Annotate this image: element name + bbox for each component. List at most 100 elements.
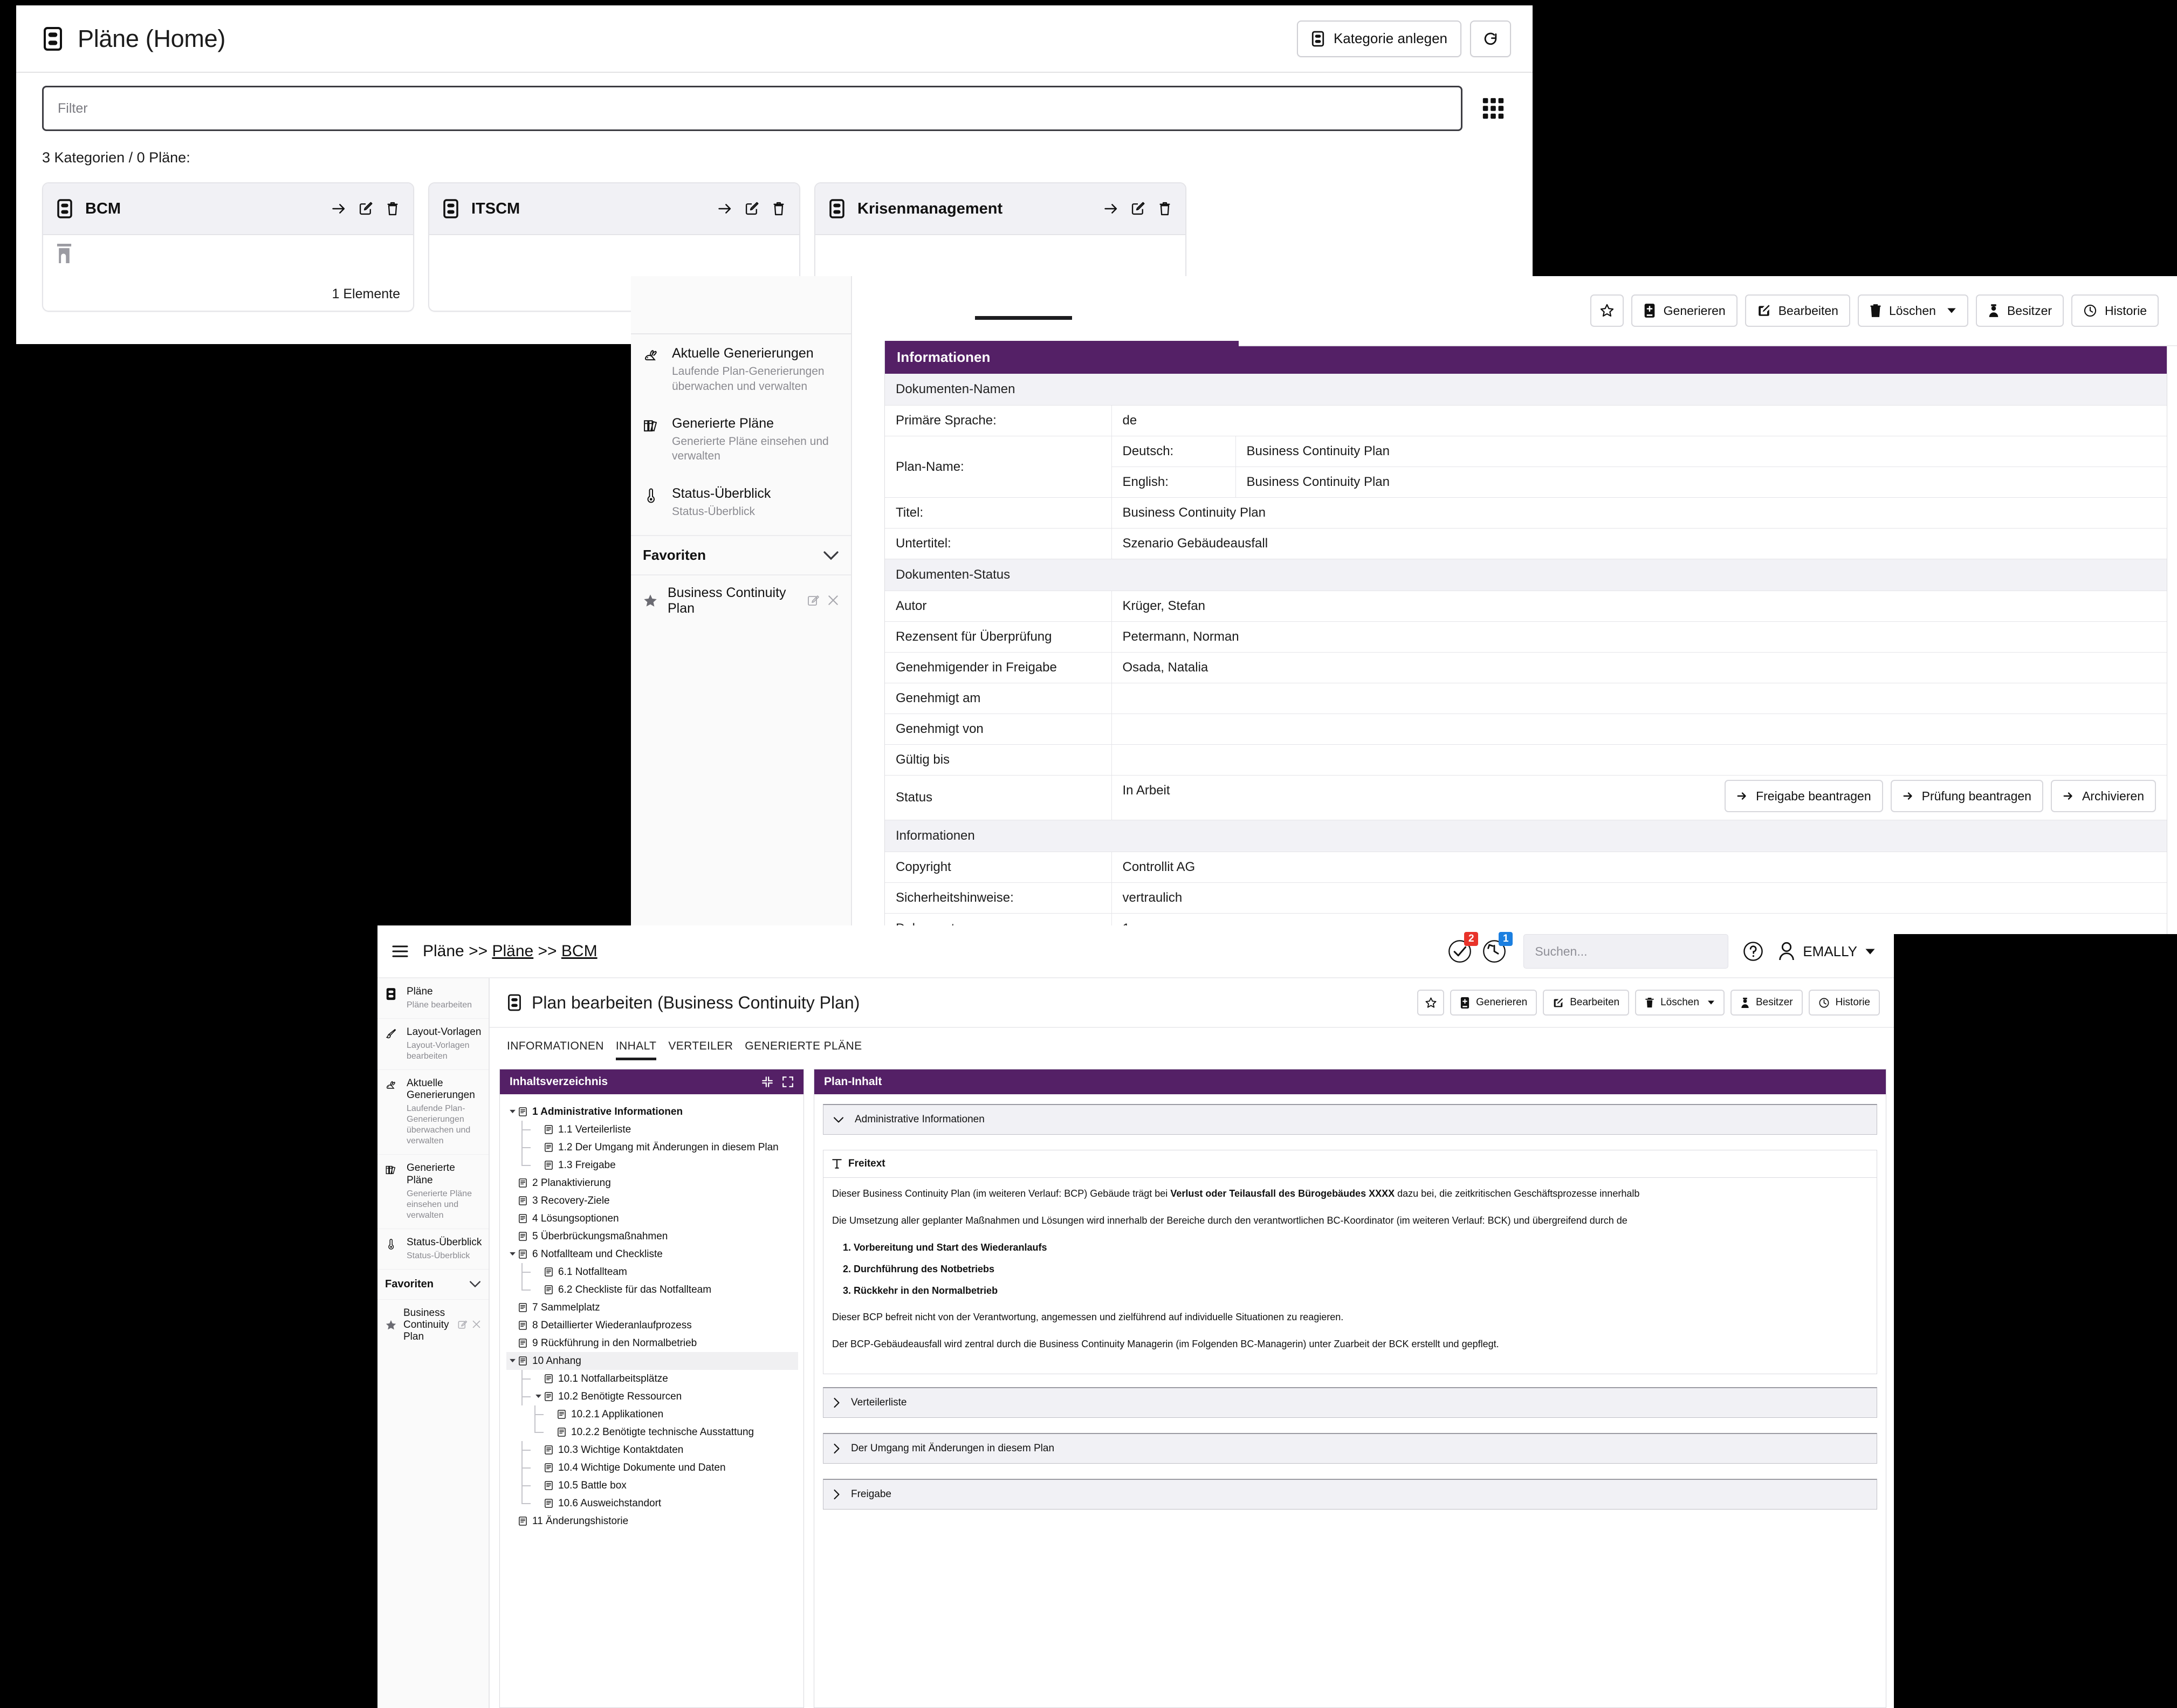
tab-verteiler[interactable]: VERTEILER [668,1040,733,1052]
toc-node[interactable]: 10.2.2 Benötigte technische Ausstattung [506,1423,798,1441]
create-category-button[interactable]: Kategorie anlegen [1296,20,1461,57]
sidebar-item-aktuelle-generierungen[interactable]: Aktuelle Generierungen Laufende Plan-Gen… [631,334,851,404]
owner-button[interactable]: Besitzer [1975,294,2064,327]
accordion-collapsed[interactable]: Freigabe [823,1479,1877,1510]
grid-icon [1481,96,1506,121]
toc-node[interactable]: 9 Rückführung in den Normalbetrieb [506,1334,798,1352]
user-menu[interactable]: EMALLY [1778,941,1876,962]
filter-input[interactable]: Filter [42,86,1462,131]
pencil-square-icon[interactable] [807,594,820,607]
tree-expander[interactable] [506,1109,518,1114]
arrow-right-icon[interactable] [717,201,732,216]
pencil-square-icon[interactable] [358,201,373,216]
toc-node[interactable]: 6.1 Notfallteam [506,1263,798,1281]
generate-button[interactable]: Generieren [1450,990,1537,1016]
sidebar-item-layout-vorlagen[interactable]: Layout-Vorlagen Layout-Vorlagen bearbeit… [377,1019,489,1070]
toc-node[interactable]: 10.3 Wichtige Kontaktdaten [506,1441,798,1459]
history-circle-icon [1481,938,1507,964]
toc-node[interactable]: 1.2 Der Umgang mit Änderungen in diesem … [506,1138,798,1156]
tree-expander[interactable] [506,1252,518,1256]
status-action-0[interactable]: Freigabe beantragen [1725,780,1883,812]
toc-node[interactable]: 7 Sammelplatz [506,1299,798,1316]
trash-icon[interactable] [1157,201,1172,216]
information-table: Dokumenten-Namen Primäre Sprache: de Plan… [885,374,2167,934]
history-button[interactable]: Historie [1808,990,1880,1016]
pencil-square-icon[interactable] [744,201,759,216]
sidebar-item-pl-ne[interactable]: Pläne Pläne bearbeiten [377,978,489,1019]
tab-generierte-pl-ne[interactable]: GENERIERTE PLÄNE [745,1040,862,1052]
trash-icon[interactable] [385,201,400,216]
favorite-item[interactable]: Business Continuity Plan [631,575,851,626]
approvals-indicator[interactable]: 2 [1443,932,1479,969]
toc-node[interactable]: 6 Notfallteam und Checkliste [506,1245,798,1263]
toc-node[interactable]: 10.2 Benötigte Ressourcen [506,1388,798,1405]
toc-node[interactable]: 2 Planaktivierung [506,1174,798,1192]
favorites-header[interactable]: Favoriten [631,535,851,576]
delete-button[interactable]: Löschen [1857,294,1968,327]
sidebar-item-status-berblick[interactable]: Status-Überblick Status-Überblick [377,1229,489,1270]
search-input[interactable]: Suchen... [1523,934,1729,969]
toc-node[interactable]: 1.1 Verteilerliste [506,1121,798,1138]
edit-button[interactable]: Bearbeiten [1745,294,1850,327]
tab-informationen[interactable]: INFORMATIONEN [507,1040,604,1052]
status-action-1[interactable]: Prüfung beantragen [1890,780,2043,812]
toc-node[interactable]: 10.1 Notfallarbeitsplätze [506,1370,798,1388]
hamburger-icon[interactable] [392,944,409,958]
delete-button[interactable]: Löschen [1635,990,1725,1016]
category-card[interactable]: BCM 1 Elemente [42,182,414,312]
book-icon [42,26,64,51]
pencil-square-icon[interactable] [1130,201,1145,216]
toc-node[interactable]: 8 Detaillierter Wiederanlaufprozess [506,1316,798,1334]
edit-button[interactable]: Bearbeiten [1543,990,1630,1016]
tab-inhalt[interactable]: INHALT [615,1040,669,1061]
accordion-collapsed[interactable]: Der Umgang mit Änderungen in diesem Plan [823,1433,1877,1464]
favorites-header[interactable]: Favoriten [377,1270,489,1300]
toc-node[interactable]: 10.5 Battle box [506,1477,798,1494]
refresh-button[interactable] [1470,20,1511,57]
expand-icon[interactable] [782,1076,794,1088]
pencil-square-icon[interactable] [457,1320,468,1330]
toc-node[interactable]: 3 Recovery-Ziele [506,1192,798,1210]
grid-view-toggle[interactable] [1476,96,1510,121]
arrow-right-icon [1903,790,1914,802]
toc-node[interactable]: 11 Änderungshistorie [506,1512,798,1530]
close-icon[interactable] [472,1320,481,1330]
toc-node[interactable]: 6.2 Checkliste für das Notfallteam [506,1281,798,1299]
owner-button[interactable]: Besitzer [1730,990,1803,1016]
arrow-right-icon[interactable] [331,201,346,216]
toc-node[interactable]: 10 Anhang [506,1352,798,1370]
status-action-2[interactable]: Archivieren [2050,780,2156,812]
toc-node[interactable]: 10.2.1 Applikationen [506,1405,798,1423]
book-icon [442,199,459,218]
info-detail-area: Informationen Dokumenten-Namen Primäre S… [852,276,2177,934]
tree-expander[interactable] [506,1359,518,1363]
pending-indicator[interactable]: 1 [1477,932,1513,969]
sidebar-item-generierte-pl-ne[interactable]: Generierte Pläne Generierte Pläne einseh… [631,404,851,475]
history-button[interactable]: Historie [2071,294,2159,327]
toc-node[interactable]: 10.4 Wichtige Dokumente und Daten [506,1459,798,1477]
breadcrumb-leaf[interactable]: BCM [561,942,598,960]
tree-expander[interactable] [532,1394,544,1398]
close-icon[interactable] [827,594,839,607]
accordion-open-administrative[interactable]: Administrative Informationen [823,1104,1877,1135]
chevron-right-icon [833,1489,840,1500]
breadcrumb-mid[interactable]: Pläne [492,942,534,960]
rabbit-icon [385,1078,399,1147]
favorite-item[interactable]: Business Continuity Plan [377,1300,489,1350]
trash-icon[interactable] [771,201,786,216]
generate-button[interactable]: Generieren [1631,294,1738,327]
toc-node[interactable]: 1.3 Freigabe [506,1156,798,1174]
accordion-collapsed[interactable]: Verteilerliste [823,1387,1877,1418]
sidebar-item-status-berblick[interactable]: Status-Überblick Status-Überblick [631,475,851,530]
toc-node[interactable]: 5 Überbrückungsmaßnahmen [506,1227,798,1245]
arrow-right-icon[interactable] [1103,201,1118,216]
favorite-button[interactable] [1417,990,1445,1016]
question-circle-icon[interactable] [1742,941,1764,962]
toc-node[interactable]: 4 Lösungsoptionen [506,1210,798,1227]
toc-node[interactable]: 10.6 Ausweichstandort [506,1494,798,1512]
collapse-icon[interactable] [761,1076,773,1088]
favorite-button[interactable] [1590,294,1624,327]
toc-node[interactable]: 1 Administrative Informationen [506,1103,798,1121]
sidebar-item-generierte-pl-ne[interactable]: Generierte Pläne Generierte Pläne einseh… [377,1155,489,1229]
sidebar-item-aktuelle-generierungen[interactable]: Aktuelle Generierungen Laufende Plan-Gen… [377,1070,489,1155]
